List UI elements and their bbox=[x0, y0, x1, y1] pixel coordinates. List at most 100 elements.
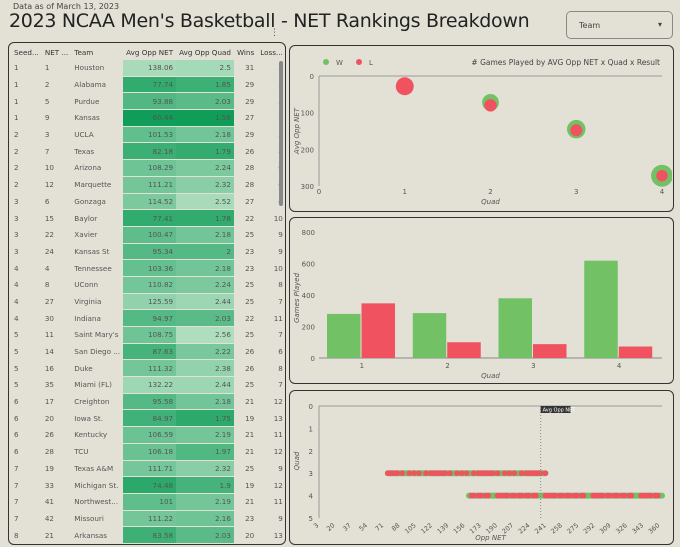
x-tick-label: 224 bbox=[517, 521, 532, 535]
table-row[interactable]: 6 26 Kentucky 106.59 2.19 21 11 bbox=[11, 427, 285, 443]
cell-0: 4 bbox=[14, 313, 19, 323]
column-header-0[interactable]: Seed... bbox=[14, 48, 39, 57]
cell-5: 26 bbox=[245, 347, 255, 357]
column-header-1[interactable]: NET ... bbox=[44, 48, 69, 57]
cell-6: 12 bbox=[273, 480, 283, 490]
cell-5: 25 bbox=[245, 230, 255, 240]
bubble-chart: W L # Games Played by AVG Opp NET x Quad x… bbox=[293, 58, 673, 206]
cell-3: 82.18 bbox=[123, 143, 177, 160]
cell-6: 13 bbox=[273, 413, 283, 423]
cell-0: 7 bbox=[14, 497, 19, 507]
table-row[interactable]: 3 15 Baylor 77.41 1.78 22 10 bbox=[11, 210, 285, 226]
x-tick-label: 343 bbox=[630, 521, 645, 535]
cell-5: 26 bbox=[245, 363, 255, 373]
strip-l-dot bbox=[470, 470, 477, 476]
table-row[interactable]: 8 21 Arkansas 83.58 2.03 20 13 bbox=[11, 527, 285, 543]
table-row[interactable]: 7 41 Northwest... 101 2.19 21 11 bbox=[11, 493, 285, 510]
cell-4: 1.97 bbox=[176, 443, 234, 460]
x-tick-label: 20 bbox=[325, 521, 336, 532]
cell-3: 114.52 bbox=[123, 193, 177, 210]
table-scrollbar[interactable] bbox=[279, 61, 283, 206]
cell-1: 27 bbox=[44, 296, 54, 306]
cell-2: Duke bbox=[74, 363, 93, 373]
cell-0: 4 bbox=[14, 296, 19, 306]
cell-4: 2.18 bbox=[176, 126, 234, 143]
y-tick-label: 200 bbox=[301, 146, 314, 154]
table-row[interactable]: 6 20 Iowa St. 84.97 1.75 19 13 bbox=[11, 410, 285, 427]
cell-6: 9 bbox=[278, 230, 283, 240]
cell-1: 19 bbox=[44, 463, 54, 473]
cell-2: Kansas bbox=[74, 113, 100, 123]
table-row[interactable]: 7 33 Michigan St. 74.48 1.9 19 12 bbox=[11, 477, 285, 493]
rankings-table: Seed... NET ... Team Avg Opp NET Avg Opp Qua… bbox=[11, 45, 285, 544]
cell-3: 95.34 bbox=[123, 243, 177, 260]
table-row[interactable]: 5 14 San Diego ... 87.63 2.22 26 6 bbox=[11, 343, 285, 360]
x-tick-label: 2 bbox=[488, 188, 492, 196]
table-row[interactable]: 6 28 TCU 106.18 1.97 21 12 bbox=[11, 443, 285, 460]
more-options-icon[interactable]: ⋮ bbox=[270, 28, 279, 38]
strip-l-dot bbox=[621, 492, 628, 499]
cell-4: 2.38 bbox=[176, 360, 234, 377]
cell-3: 111.21 bbox=[123, 176, 177, 193]
table-row[interactable]: 3 24 Kansas St 95.34 2 23 9 bbox=[11, 243, 285, 260]
table-row[interactable]: 4 27 Virginia 125.59 2.44 25 7 bbox=[11, 293, 285, 310]
cell-0: 2 bbox=[14, 146, 19, 156]
cell-6: 9 bbox=[278, 463, 283, 473]
cell-4: 2.19 bbox=[176, 427, 234, 443]
rankings-table-panel: Seed... NET ... Team Avg Opp NET Avg Opp Qua… bbox=[8, 42, 286, 545]
cell-5: 25 bbox=[245, 380, 255, 390]
cell-2: Creighton bbox=[74, 397, 110, 407]
cell-4: 2.18 bbox=[176, 260, 234, 276]
x-axis-label: Quad bbox=[481, 372, 500, 380]
column-header-5[interactable]: Wins bbox=[236, 48, 255, 57]
column-header-2[interactable]: Team bbox=[74, 48, 94, 57]
cell-3: 111.22 bbox=[123, 510, 177, 527]
table-row[interactable]: 5 11 Saint Mary's 108.75 2.56 25 7 bbox=[11, 327, 285, 343]
strip-l-dot bbox=[463, 470, 470, 476]
column-header-4[interactable]: Avg Opp Quad bbox=[179, 48, 231, 57]
table-row[interactable]: 4 30 Indiana 94.97 2.03 22 11 bbox=[11, 310, 285, 326]
table-row[interactable]: 4 8 UConn 110.82 2.24 25 8 bbox=[11, 276, 285, 293]
strip-l-dot bbox=[511, 492, 518, 499]
cell-2: Indiana bbox=[74, 313, 101, 323]
cell-1: 35 bbox=[44, 380, 54, 390]
team-filter-dropdown[interactable]: Team ▾ bbox=[566, 11, 673, 39]
table-row[interactable]: 3 22 Xavier 100.47 2.18 25 9 bbox=[11, 226, 285, 243]
cell-5: 19 bbox=[245, 480, 255, 490]
strip-l-dot bbox=[599, 492, 606, 499]
cell-3: 108.75 bbox=[123, 327, 177, 343]
bar-l bbox=[533, 344, 567, 358]
cell-0: 6 bbox=[14, 447, 19, 457]
cell-3: 101 bbox=[123, 493, 177, 510]
cell-4: 2.44 bbox=[176, 293, 234, 310]
cell-2: Gonzaga bbox=[74, 196, 106, 206]
chart-title: # Games Played by AVG Opp NET x Quad x R… bbox=[471, 58, 660, 67]
bar-chart-panel: 0 200 400 600 800 1 2 3 4 Quad Games Played bbox=[289, 217, 674, 384]
strip-l-dot bbox=[490, 470, 496, 476]
cell-1: 30 bbox=[44, 313, 54, 323]
cell-3: 94.97 bbox=[123, 310, 177, 326]
table-row[interactable]: 5 35 Miami (FL) 132.22 2.44 25 7 bbox=[11, 377, 285, 393]
column-header-6[interactable]: Loss... bbox=[260, 48, 283, 57]
table-row[interactable]: 7 19 Texas A&M 111.71 2.32 25 9 bbox=[11, 460, 285, 477]
cell-1: 24 bbox=[44, 246, 54, 256]
table-row[interactable]: 6 17 Creighton 95.58 2.18 21 12 bbox=[11, 393, 285, 410]
table-row[interactable]: 4 4 Tennessee 103.36 2.18 23 10 bbox=[11, 260, 285, 276]
cell-5: 21 bbox=[245, 397, 255, 407]
cell-5: 25 bbox=[245, 296, 255, 306]
cell-1: 7 bbox=[44, 146, 50, 156]
table-row[interactable]: 7 42 Missouri 111.22 2.16 23 9 bbox=[11, 510, 285, 527]
table-row[interactable]: 5 16 Duke 111.32 2.38 26 8 bbox=[11, 360, 285, 377]
column-header-3[interactable]: Avg Opp NET bbox=[126, 48, 174, 57]
y-tick-label: 600 bbox=[302, 261, 315, 269]
y-tick-label: 100 bbox=[301, 110, 314, 118]
